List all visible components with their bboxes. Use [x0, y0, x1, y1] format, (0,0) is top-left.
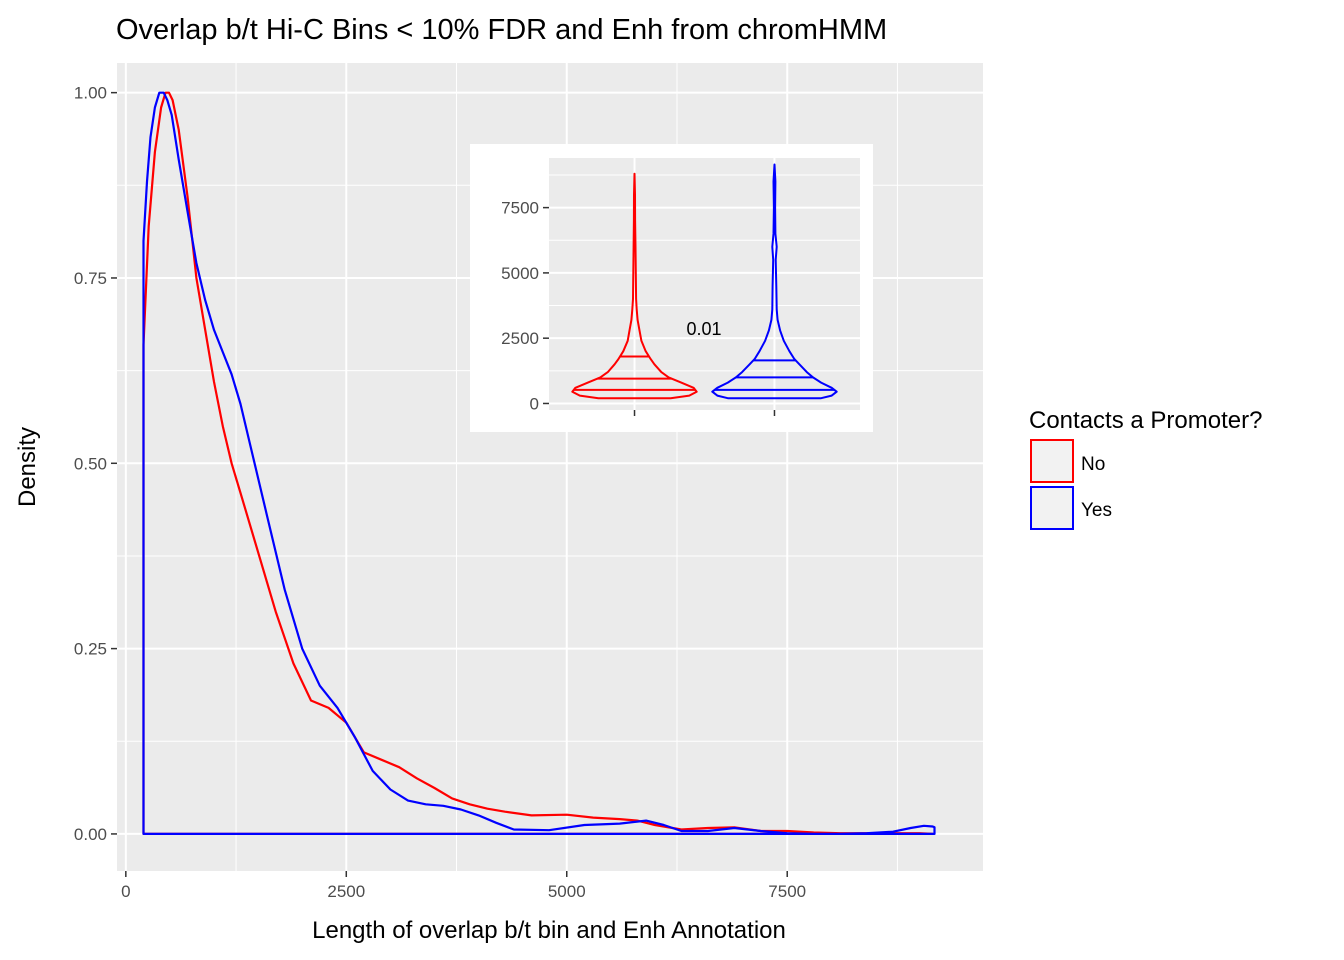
- y-tick-label: 0.75: [74, 269, 107, 288]
- x-tick-label: 5000: [548, 882, 586, 901]
- inset-y-tick-label: 5000: [501, 264, 539, 283]
- y-axis-title: Density: [14, 427, 41, 507]
- legend-title: Contacts a Promoter?: [1029, 407, 1262, 434]
- legend-label-yes: Yes: [1081, 500, 1112, 521]
- inset-y-axis: 0 2500 5000 7500: [501, 199, 549, 413]
- legend-key-yes: [1030, 486, 1074, 530]
- violin-yes: [711, 163, 838, 400]
- inset-y-tick-label: 2500: [501, 329, 539, 348]
- inset-y-tick-label: 7500: [501, 199, 539, 218]
- violin-no: [571, 172, 698, 400]
- inset-x-axis: [633, 410, 776, 416]
- legend: Contacts a Promoter? No Yes: [1029, 407, 1262, 530]
- chart-title: Overlap b/t Hi-C Bins < 10% FDR and Enh …: [116, 14, 887, 46]
- x-tick-label: 0: [121, 882, 130, 901]
- legend-item-yes: Yes: [1030, 486, 1112, 530]
- x-tick-label: 2500: [327, 882, 365, 901]
- x-tick-label: 7500: [768, 882, 806, 901]
- inset-violins: [571, 163, 838, 400]
- inset-y-tick-label: 0: [530, 394, 539, 413]
- inset-grid: [549, 158, 860, 410]
- inset-panel: [549, 158, 860, 410]
- y-tick-label: 0.25: [74, 640, 107, 659]
- legend-key-no: [1030, 439, 1074, 483]
- x-axis-title: Length of overlap b/t bin and Enh Annota…: [312, 917, 786, 944]
- y-tick-label: 0.00: [74, 825, 107, 844]
- main-x-axis: 0 2500 5000 7500: [121, 871, 806, 901]
- y-tick-label: 0.50: [74, 454, 107, 473]
- main-series: [142, 91, 936, 835]
- y-tick-label: 1.00: [74, 84, 107, 103]
- legend-item-no: No: [1030, 439, 1105, 483]
- inset-pvalue-annotation: 0.01: [686, 319, 721, 339]
- density-series-yes: [142, 91, 936, 835]
- main-y-axis: 0.00 0.25 0.50 0.75 1.00: [74, 84, 117, 844]
- inset-plot: 0 2500 5000 7500 0.01: [470, 144, 873, 432]
- legend-label-no: No: [1081, 454, 1105, 475]
